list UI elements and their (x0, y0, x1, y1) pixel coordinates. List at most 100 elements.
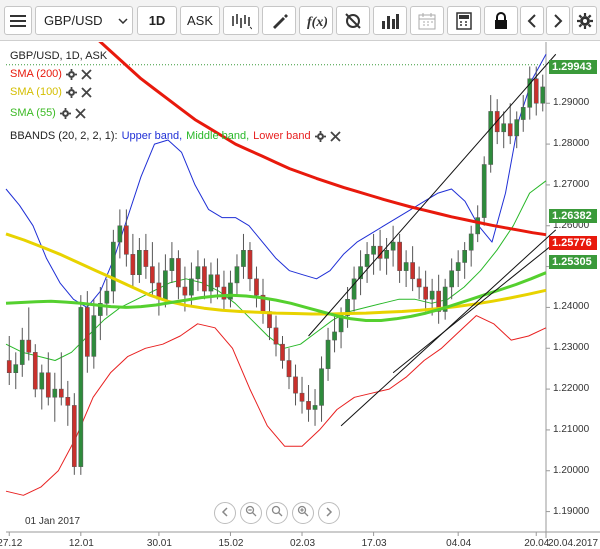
candle-body (410, 262, 415, 280)
sma100-gear-icon[interactable] (65, 86, 77, 98)
candle-body (273, 327, 279, 345)
candle-body (280, 343, 285, 361)
candle-body (312, 405, 318, 410)
candle-body (104, 290, 110, 304)
calculator-button[interactable] (447, 6, 481, 35)
x-axis-label: 04.04 (446, 538, 472, 549)
candle-body (345, 299, 350, 316)
legend-sma100: SMA (100) (10, 86, 92, 98)
reset-button[interactable] (336, 6, 370, 35)
chart-area[interactable]: GBP/USD, 1D, ASK SMA (200) SMA (100) SMA… (0, 42, 600, 549)
candle-body (228, 282, 233, 300)
candle-body (98, 303, 103, 316)
candle-body (520, 107, 526, 120)
candle-body (39, 372, 45, 390)
candle-body (468, 233, 474, 251)
symbol-input[interactable] (35, 6, 133, 35)
calculator-icon (456, 11, 472, 30)
x-axis-label-last-date: 20.04.2017 (548, 538, 599, 549)
candle-body (436, 290, 441, 312)
legend-sma55: SMA (55) (10, 107, 86, 119)
indicators-button[interactable]: f(x) (299, 6, 333, 35)
candle-body (221, 286, 227, 300)
candle-body (475, 217, 481, 235)
settings-button[interactable] (572, 6, 597, 35)
scroll-right-button[interactable] (318, 502, 340, 524)
candle-body (325, 339, 331, 369)
instrument-label: GBP/USD, 1D, ASK (10, 50, 108, 62)
candle-body (234, 266, 240, 284)
candle-body (58, 388, 64, 398)
calendar-button[interactable] (410, 6, 444, 35)
svg-text:f(x): f(x) (307, 15, 327, 29)
zoom-in-button[interactable] (292, 502, 314, 524)
x-axis-label: 20.04 (524, 538, 550, 549)
sma200-close-icon[interactable] (81, 68, 92, 80)
price-tag-bb-upper: 1.26382 (549, 209, 597, 223)
bbands-middle-label: Middle band, (186, 130, 250, 142)
lock-icon (493, 11, 509, 30)
scroll-left-button[interactable] (214, 502, 236, 524)
sma100-label: SMA (100) (10, 86, 62, 98)
y-axis-label: 1.23000 (553, 342, 590, 354)
trend-channel-line (392, 241, 557, 374)
zoom-reset-icon (271, 504, 283, 522)
y-axis-label: 1.24000 (553, 301, 590, 313)
candle-body (65, 397, 71, 406)
candle-body (390, 241, 396, 251)
sma200-gear-icon[interactable] (65, 68, 77, 80)
candle-body (202, 266, 207, 292)
timeframe-label: 1D (148, 13, 166, 28)
next-button[interactable] (546, 6, 570, 35)
candle-body (26, 339, 32, 353)
calendar-icon (418, 12, 436, 30)
bbands-lower-label: Lower band (253, 130, 311, 142)
price-tag-current: 1.29943 (549, 60, 597, 74)
start-date-label: 01 Jan 2017 (25, 516, 81, 527)
candle-body (540, 86, 546, 104)
menu-button[interactable] (4, 6, 32, 35)
candle-body (78, 307, 84, 467)
bb-lower-line (5, 315, 547, 496)
chart-style-button[interactable] (223, 6, 259, 35)
volume-button[interactable] (373, 6, 407, 35)
price-chart[interactable] (0, 42, 600, 549)
y-axis-label: 1.28000 (553, 138, 590, 150)
candle-body (507, 123, 513, 137)
zoom-reset-button[interactable] (266, 502, 288, 524)
sma55-gear-icon[interactable] (59, 107, 71, 119)
candle-body (286, 360, 292, 378)
candle-body (169, 258, 175, 271)
candle-body (319, 368, 324, 406)
candle-body (111, 241, 116, 292)
prev-button[interactable] (520, 6, 544, 35)
price-type-button[interactable]: ASK (180, 6, 220, 35)
legend-sma200: SMA (200) (10, 68, 92, 80)
candle-body (32, 352, 38, 390)
draw-tools-button[interactable] (262, 6, 296, 35)
candle-body (13, 364, 19, 374)
settings-reset-icon (343, 11, 363, 31)
candle-body (358, 266, 363, 280)
candle-body (397, 241, 402, 271)
x-axis-label: 15.02 (218, 538, 244, 549)
zoom-out-button[interactable] (240, 502, 262, 524)
sma55-label: SMA (55) (10, 107, 56, 119)
candle-body (241, 250, 246, 267)
candle-body (247, 250, 253, 280)
sma55-close-icon[interactable] (75, 107, 86, 119)
candle-body (423, 286, 428, 300)
bbands-close-icon[interactable] (330, 130, 341, 142)
y-axis-label: 1.29000 (553, 97, 590, 109)
bbands-gear-icon[interactable] (314, 130, 326, 142)
timeframe-button[interactable]: 1D (137, 6, 177, 35)
bbands-upper-label: Upper band, (121, 130, 183, 142)
y-axis-label: 1.19000 (553, 505, 590, 517)
bb-upper-line (5, 53, 547, 308)
y-axis-label: 1.22000 (553, 383, 590, 395)
lock-button[interactable] (484, 6, 518, 35)
sma100-close-icon[interactable] (81, 86, 92, 98)
candle-body (45, 372, 51, 398)
plot-background (6, 42, 546, 532)
symbol-dropdown-button[interactable] (114, 8, 132, 33)
